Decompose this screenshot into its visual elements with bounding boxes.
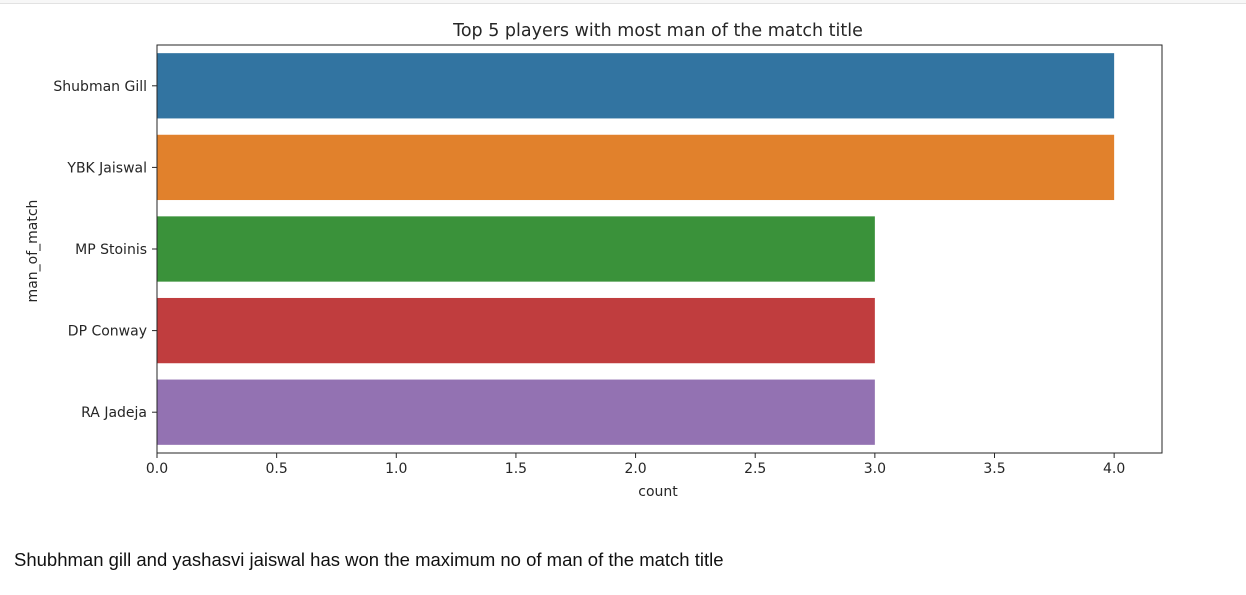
notebook-markdown-text: Shubhman gill and yashasvi jaiswal has w… bbox=[14, 549, 724, 570]
chart-title: Top 5 players with most man of the match… bbox=[452, 21, 863, 41]
cell-top-border bbox=[0, 0, 1246, 4]
bars-group bbox=[157, 53, 1115, 445]
bar-ra-jadeja bbox=[157, 379, 875, 445]
x-tick-label: 1.0 bbox=[385, 461, 407, 477]
bar-shubman-gill bbox=[157, 53, 1115, 119]
x-tick-label: 0.5 bbox=[266, 461, 288, 477]
y-tick-label: YBK Jaiswal bbox=[66, 160, 147, 176]
bar-chart: Top 5 players with most man of the match… bbox=[25, 21, 1163, 500]
bar-ybk-jaiswal bbox=[157, 134, 1115, 201]
x-axis-label: count bbox=[638, 484, 678, 500]
x-axis-ticks: 0.0 0.5 1.0 1.5 2.0 2.5 3.0 3.5 4.0 bbox=[146, 453, 1125, 477]
y-axis-label: man_of_match bbox=[25, 200, 41, 303]
x-tick-label: 2.5 bbox=[744, 461, 766, 477]
x-tick-label: 1.5 bbox=[505, 461, 527, 477]
y-axis-ticks: Shubman Gill YBK Jaiswal MP Stoinis DP Conw… bbox=[53, 79, 157, 421]
x-tick-label: 0.0 bbox=[146, 461, 168, 477]
x-tick-label: 3.5 bbox=[983, 461, 1005, 477]
y-tick-label: Shubman Gill bbox=[53, 79, 147, 95]
y-tick-label: RA Jadeja bbox=[81, 405, 147, 421]
bar-mp-stoinis bbox=[157, 216, 875, 282]
x-tick-label: 4.0 bbox=[1103, 461, 1125, 477]
y-tick-label: DP Conway bbox=[68, 324, 147, 340]
plot-frame bbox=[156, 44, 1163, 454]
bar-dp-conway bbox=[157, 297, 875, 364]
x-tick-label: 2.0 bbox=[624, 461, 646, 477]
x-tick-label: 3.0 bbox=[864, 461, 886, 477]
y-tick-label: MP Stoinis bbox=[75, 242, 147, 258]
